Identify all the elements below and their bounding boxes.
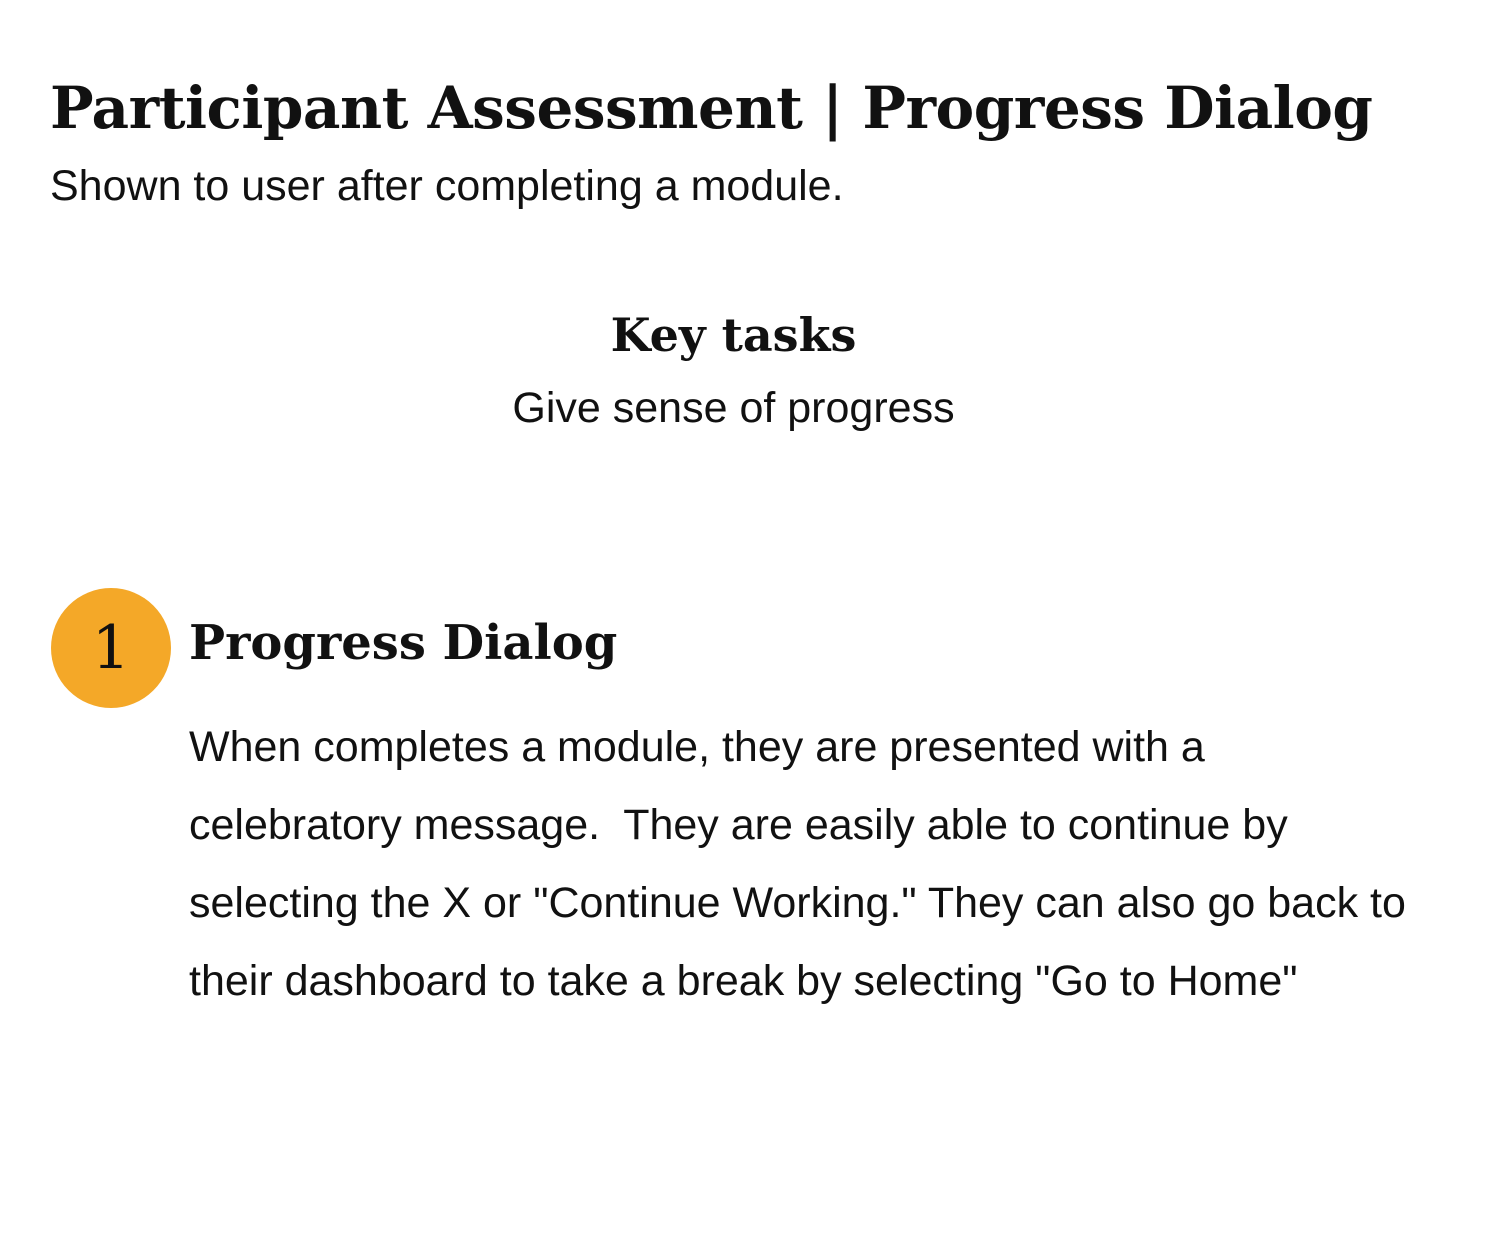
step-title: Progress Dialog: [189, 615, 618, 671]
page-title: Participant Assessment | Progress Dialog: [50, 74, 1373, 142]
key-task-item: Give sense of progress: [512, 384, 955, 432]
step-description: When completes a module, they are presen…: [189, 723, 1418, 1005]
key-tasks-section: Key tasks Give sense of progress: [0, 300, 1467, 436]
key-tasks-heading: Key tasks: [610, 308, 857, 362]
step-number-badge: 1: [51, 588, 171, 708]
page-subtitle: Shown to user after completing a module.: [50, 162, 844, 210]
